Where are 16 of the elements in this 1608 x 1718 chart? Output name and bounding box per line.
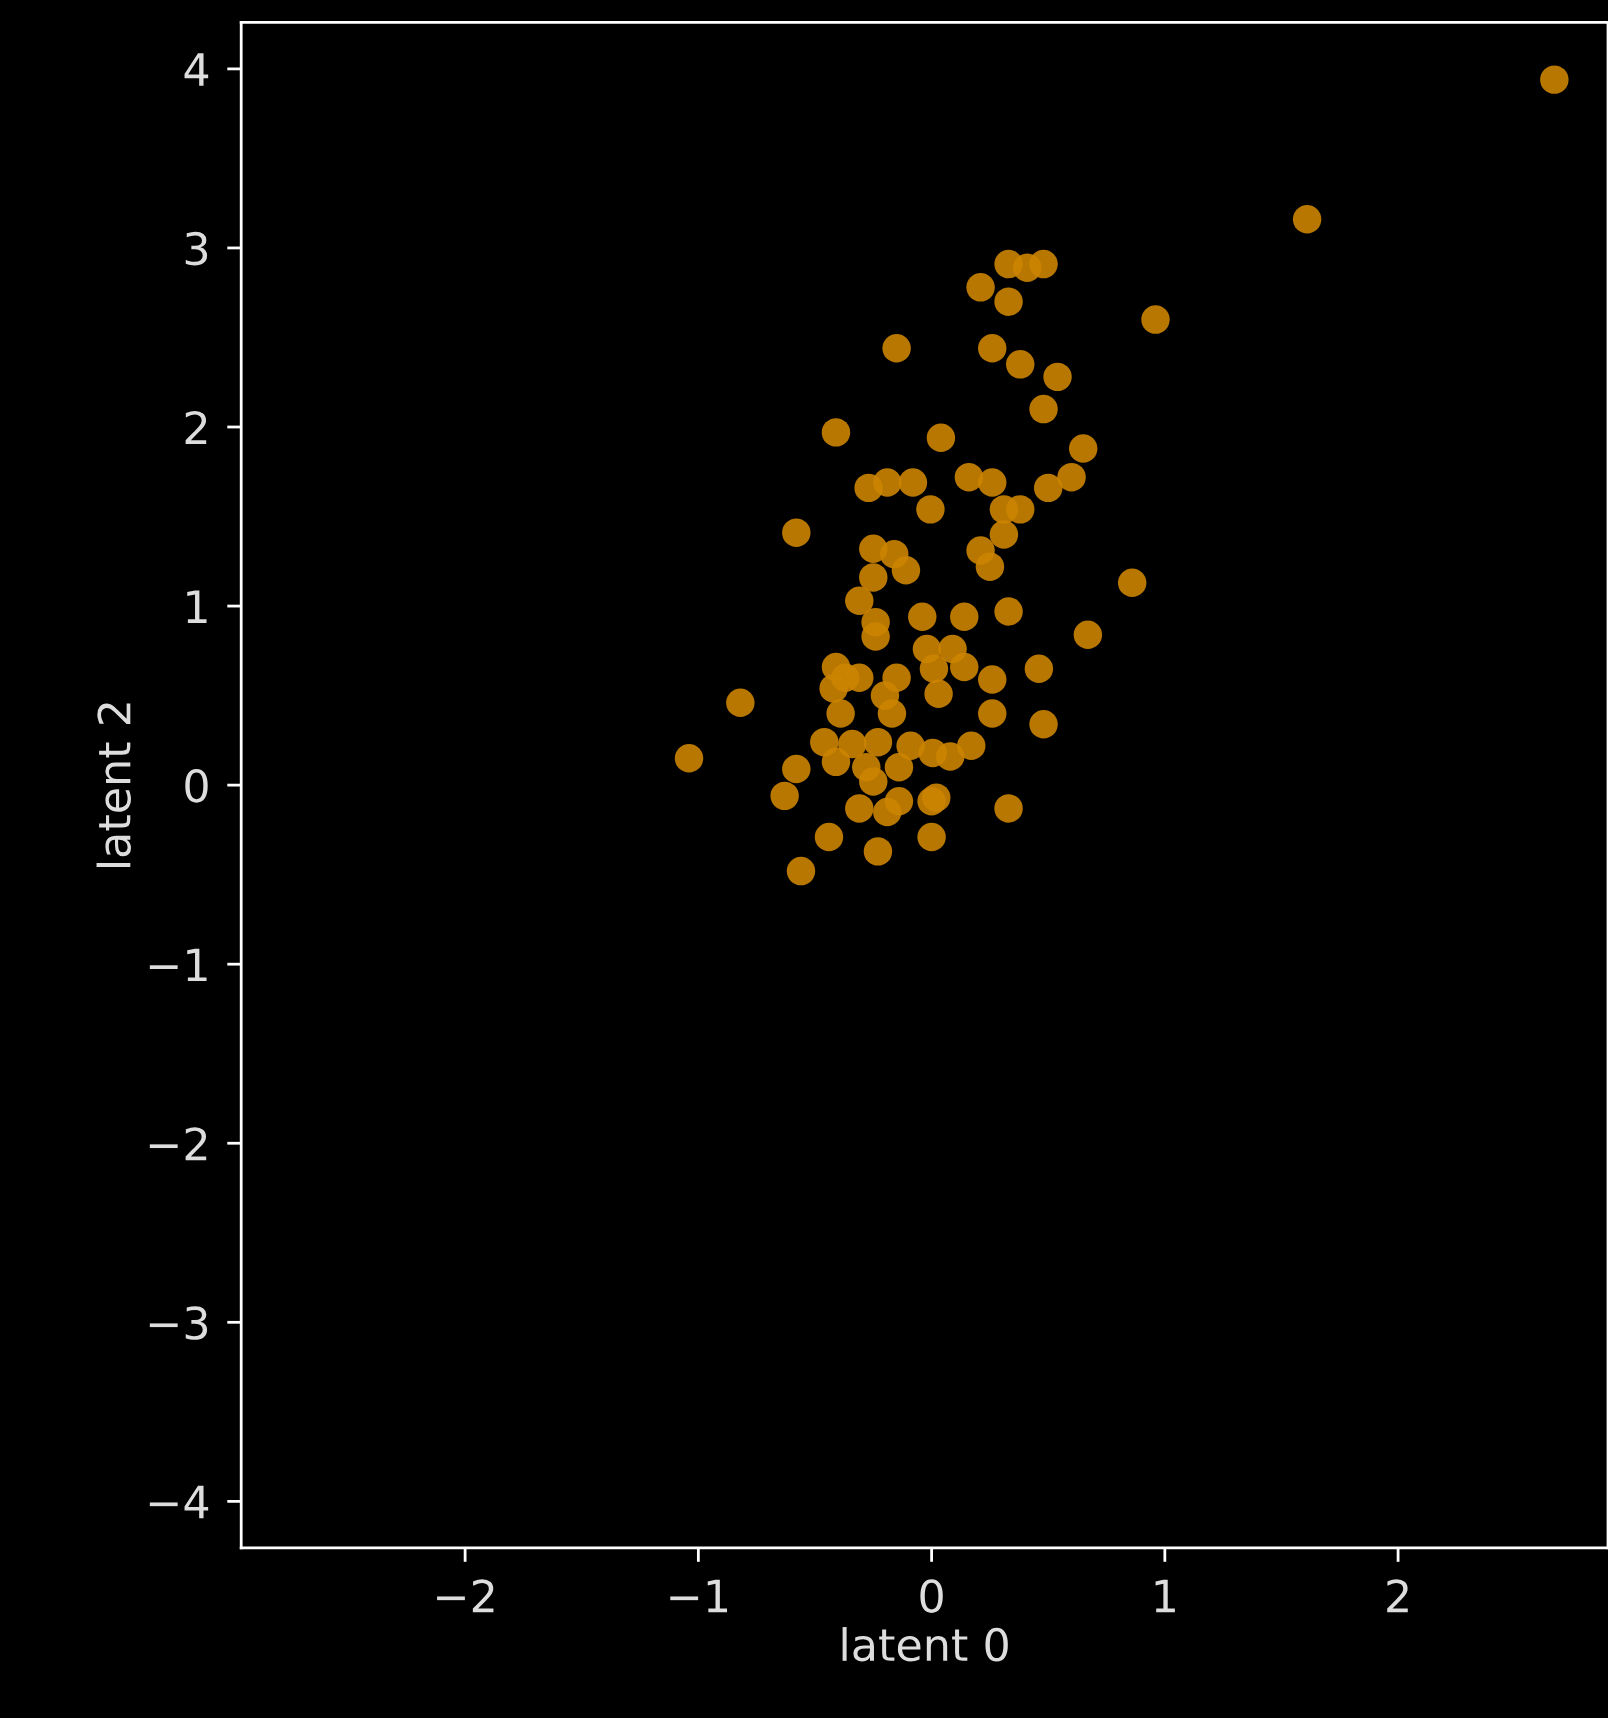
y-tick-label: 1 <box>187 590 207 623</box>
x-tick-label: 2 <box>1387 1579 1408 1613</box>
x-tick-label: −2 <box>437 1579 494 1613</box>
y-tick-label: 3 <box>185 231 208 266</box>
x-tick-label: −1 <box>670 1579 728 1613</box>
y-tick-label: −4 <box>149 1485 209 1519</box>
y-tick-label: 2 <box>185 410 207 444</box>
x-tick-label: 1 <box>1155 1579 1175 1613</box>
y-tick-label: 4 <box>184 53 209 86</box>
y-axis-title: latent 2 <box>96 703 131 868</box>
x-axis-title: latent 0 <box>842 1627 1008 1662</box>
x-tick-label: 0 <box>920 1579 943 1613</box>
y-tick-label: −1 <box>149 948 207 982</box>
y-tick-label: −3 <box>149 1306 208 1340</box>
y-tick-label: −2 <box>149 1127 207 1161</box>
y-tick-label: 0 <box>185 769 208 803</box>
